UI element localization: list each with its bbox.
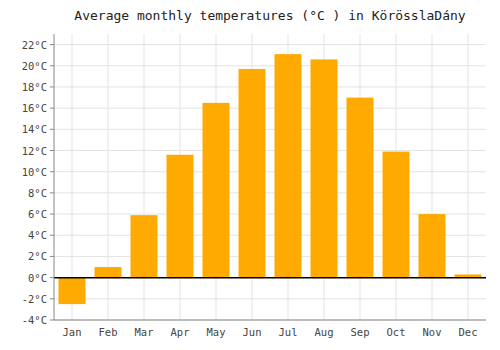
y-tick-label: 4°C [28,229,47,241]
y-tick-label: 18°C [22,81,47,93]
x-tick-label: Jan [63,326,82,338]
bar [419,214,446,278]
x-tick-label: Apr [171,326,190,338]
bar [383,152,410,278]
bar [131,215,158,277]
y-tick-label: 12°C [22,145,47,157]
x-tick-label: May [207,326,226,338]
y-grid-line [54,277,486,278]
x-tick-label: Oct [387,326,406,338]
y-tick [50,298,54,299]
x-tick-label: Dec [459,326,478,338]
bar [275,54,302,278]
chart-title: Average monthly temperatures (°C ) in Kö… [74,8,466,23]
grid [54,34,486,320]
y-grid-line [54,86,486,87]
y-grid-line [54,44,486,45]
y-grid-line [54,129,486,130]
bar [95,267,122,278]
y-tick [50,171,54,172]
y-tick [50,86,54,87]
y-axis-line [54,34,55,320]
bar [167,155,194,278]
y-tick-label: 8°C [28,187,47,199]
y-tick [50,65,54,66]
bars [54,54,486,304]
y-grid-line [54,65,486,66]
y-tick [50,129,54,130]
x-tick-label: Feb [99,326,118,338]
x-tick-label: Jul [279,326,298,338]
y-tick [50,108,54,109]
bar [311,59,338,277]
y-tick-label: 2°C [28,250,47,262]
bar [239,69,266,278]
bar [347,98,374,278]
y-grid-line [54,150,486,151]
x-tick-label: Sep [351,326,370,338]
x-tick-label: Jun [243,326,262,338]
chart-container: Average monthly temperatures (°C ) in Kö… [0,0,500,350]
y-tick-label: 10°C [22,166,47,178]
y-tick-label: 6°C [28,208,47,220]
x-axis-line [54,320,486,321]
bar [203,103,230,278]
y-tick [50,277,54,278]
y-tick-label: -2°C [22,293,47,305]
chart-svg: Average monthly temperatures (°C ) in Kö… [0,0,500,350]
y-tick [50,320,54,321]
y-tick-label: 22°C [22,39,47,51]
y-grid-line [54,192,486,193]
bar [59,278,86,304]
zero-line [54,277,486,279]
x-tick-label: Nov [423,326,442,338]
y-tick-label: 0°C [28,272,47,284]
y-tick [50,44,54,45]
y-tick [50,150,54,151]
y-tick [50,235,54,236]
y-tick [50,192,54,193]
y-tick-label: 14°C [22,123,47,135]
x-tick-label: Mar [135,326,154,338]
y-grid-line [54,320,486,321]
y-tick [50,214,54,215]
y-grid-line [54,298,486,299]
y-tick-label: 16°C [22,102,47,114]
y-tick-label: 20°C [22,60,47,72]
y-grid-line [54,108,486,109]
y-tick-label: -4°C [22,314,47,326]
y-grid-line [54,171,486,172]
x-tick-label: Aug [315,326,334,338]
y-tick [50,256,54,257]
